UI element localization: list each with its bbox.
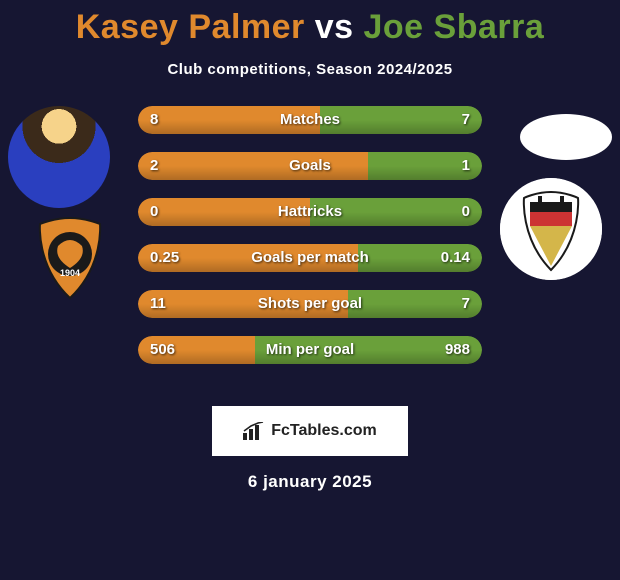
watermark: FcTables.com xyxy=(212,406,408,456)
watermark-text: FcTables.com xyxy=(271,422,377,440)
comparison-title: Kasey Palmer vs Joe Sbarra xyxy=(0,0,620,47)
vs-text: vs xyxy=(315,8,354,46)
stat-row: 0.250.14Goals per match xyxy=(138,244,482,272)
stat-row: 506988Min per goal xyxy=(138,336,482,364)
player2-photo xyxy=(520,114,612,160)
club2-badge xyxy=(500,178,602,280)
stat-row: 87Matches xyxy=(138,106,482,134)
player1-name: Kasey Palmer xyxy=(76,8,305,46)
chart-icon xyxy=(243,422,265,440)
subtitle: Club competitions, Season 2024/2025 xyxy=(0,61,620,78)
stat-label: Matches xyxy=(138,106,482,134)
club1-year: 1904 xyxy=(60,268,80,278)
player2-name: Joe Sbarra xyxy=(364,8,545,46)
stat-label: Shots per goal xyxy=(138,290,482,318)
stat-label: Goals per match xyxy=(138,244,482,272)
stat-label: Goals xyxy=(138,152,482,180)
club2-crest-icon xyxy=(500,178,602,280)
stat-rows: 87Matches 21Goals 00Hattricks 0.250.14Goals… xyxy=(138,106,482,382)
date-line: 6 january 2025 xyxy=(0,472,620,492)
player1-photo xyxy=(8,106,110,208)
stat-label: Min per goal xyxy=(138,336,482,364)
shield-icon: 1904 xyxy=(28,216,112,300)
comparison-content: 1904 87Matches 21Goals 00Hattricks 0.250.14… xyxy=(0,106,620,396)
stat-label: Hattricks xyxy=(138,198,482,226)
club1-badge: 1904 xyxy=(28,216,112,300)
stat-row: 21Goals xyxy=(138,152,482,180)
stat-row: 117Shots per goal xyxy=(138,290,482,318)
stat-row: 00Hattricks xyxy=(138,198,482,226)
